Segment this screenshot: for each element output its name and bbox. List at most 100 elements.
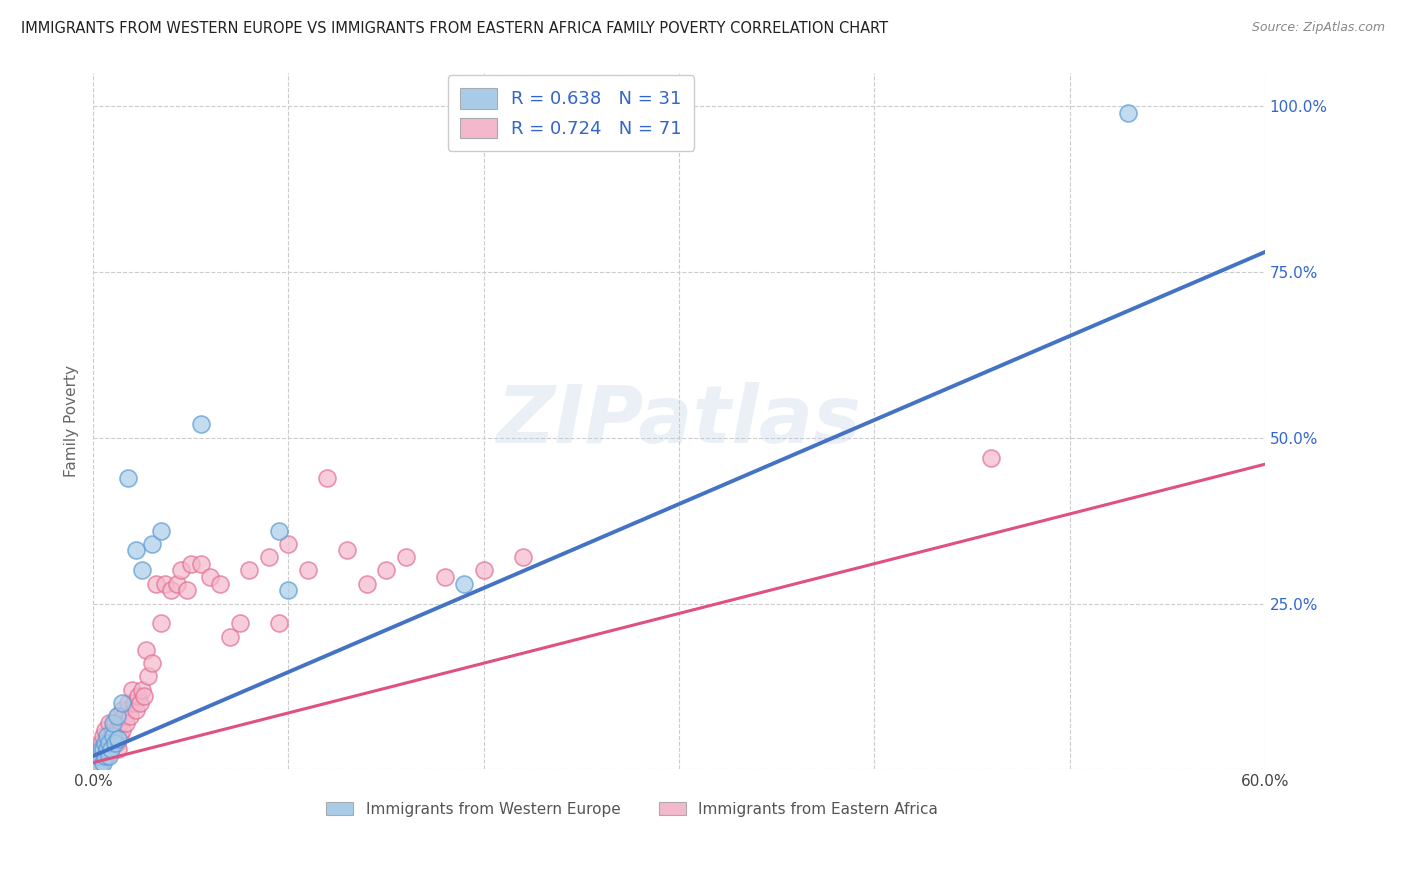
Point [160,583,183,598]
Point [97,736,120,750]
Point [86,756,108,770]
Point [91,756,114,770]
Point [100,742,122,756]
Point [132,690,155,704]
Point [87,749,110,764]
Point [86,749,108,764]
Point [96,729,118,743]
Point [112,709,135,723]
Point [103,729,125,743]
Point [105,736,128,750]
Point [1116,105,1139,120]
Point [218,630,240,644]
Point [394,550,416,565]
Text: Source: ZipAtlas.com: Source: ZipAtlas.com [1251,21,1385,34]
Point [145,576,167,591]
Point [121,682,143,697]
Point [316,470,339,484]
Point [87,759,110,773]
Point [84,759,107,773]
Point [166,576,188,591]
Point [94,723,117,737]
Point [375,563,398,577]
Point [84,759,107,773]
Point [111,703,134,717]
Point [453,576,475,591]
Point [94,736,117,750]
Legend: Immigrants from Western Europe, Immigrants from Eastern Africa: Immigrants from Western Europe, Immigran… [318,794,946,824]
Point [115,715,138,730]
Point [127,690,149,704]
Point [120,709,142,723]
Point [97,749,120,764]
Point [131,682,153,697]
Point [96,742,118,756]
Point [125,703,148,717]
Point [277,537,299,551]
Point [267,616,290,631]
Point [277,583,299,598]
Point [87,749,110,764]
Point [97,736,120,750]
Point [103,715,125,730]
Point [228,616,250,631]
Point [150,524,173,538]
Point [122,696,145,710]
Point [110,729,132,743]
Point [200,570,222,584]
Point [297,563,319,577]
Point [180,557,202,571]
Point [336,543,359,558]
Point [91,749,114,764]
Point [176,583,198,598]
Point [190,417,212,432]
Point [110,715,132,730]
Point [512,550,534,565]
Point [100,742,122,756]
Point [356,576,378,591]
Point [117,696,139,710]
Point [107,742,129,756]
Point [155,576,177,591]
Point [94,749,117,764]
Point [190,557,212,571]
Point [97,715,120,730]
Point [90,742,112,756]
Point [84,749,107,764]
Point [111,723,134,737]
Point [105,709,128,723]
Point [101,723,124,737]
Point [141,656,163,670]
Point [103,736,125,750]
Y-axis label: Family Poverty: Family Poverty [65,365,79,477]
Point [238,563,260,577]
Point [472,563,495,577]
Point [107,732,129,747]
Point [980,450,1002,465]
Point [141,537,163,551]
Point [96,749,118,764]
Point [91,729,114,743]
Point [94,742,117,756]
Point [136,669,159,683]
Point [101,715,124,730]
Point [96,742,118,756]
Point [129,696,152,710]
Point [111,696,134,710]
Point [105,723,128,737]
Point [86,742,108,756]
Point [91,742,114,756]
Point [170,563,193,577]
Point [135,643,157,657]
Point [209,576,232,591]
Point [100,729,122,743]
Point [101,729,124,743]
Text: ZIPatlas: ZIPatlas [496,382,862,460]
Point [90,736,112,750]
Point [131,563,153,577]
Point [107,709,129,723]
Point [433,570,456,584]
Point [101,736,124,750]
Point [117,470,139,484]
Point [90,756,112,770]
